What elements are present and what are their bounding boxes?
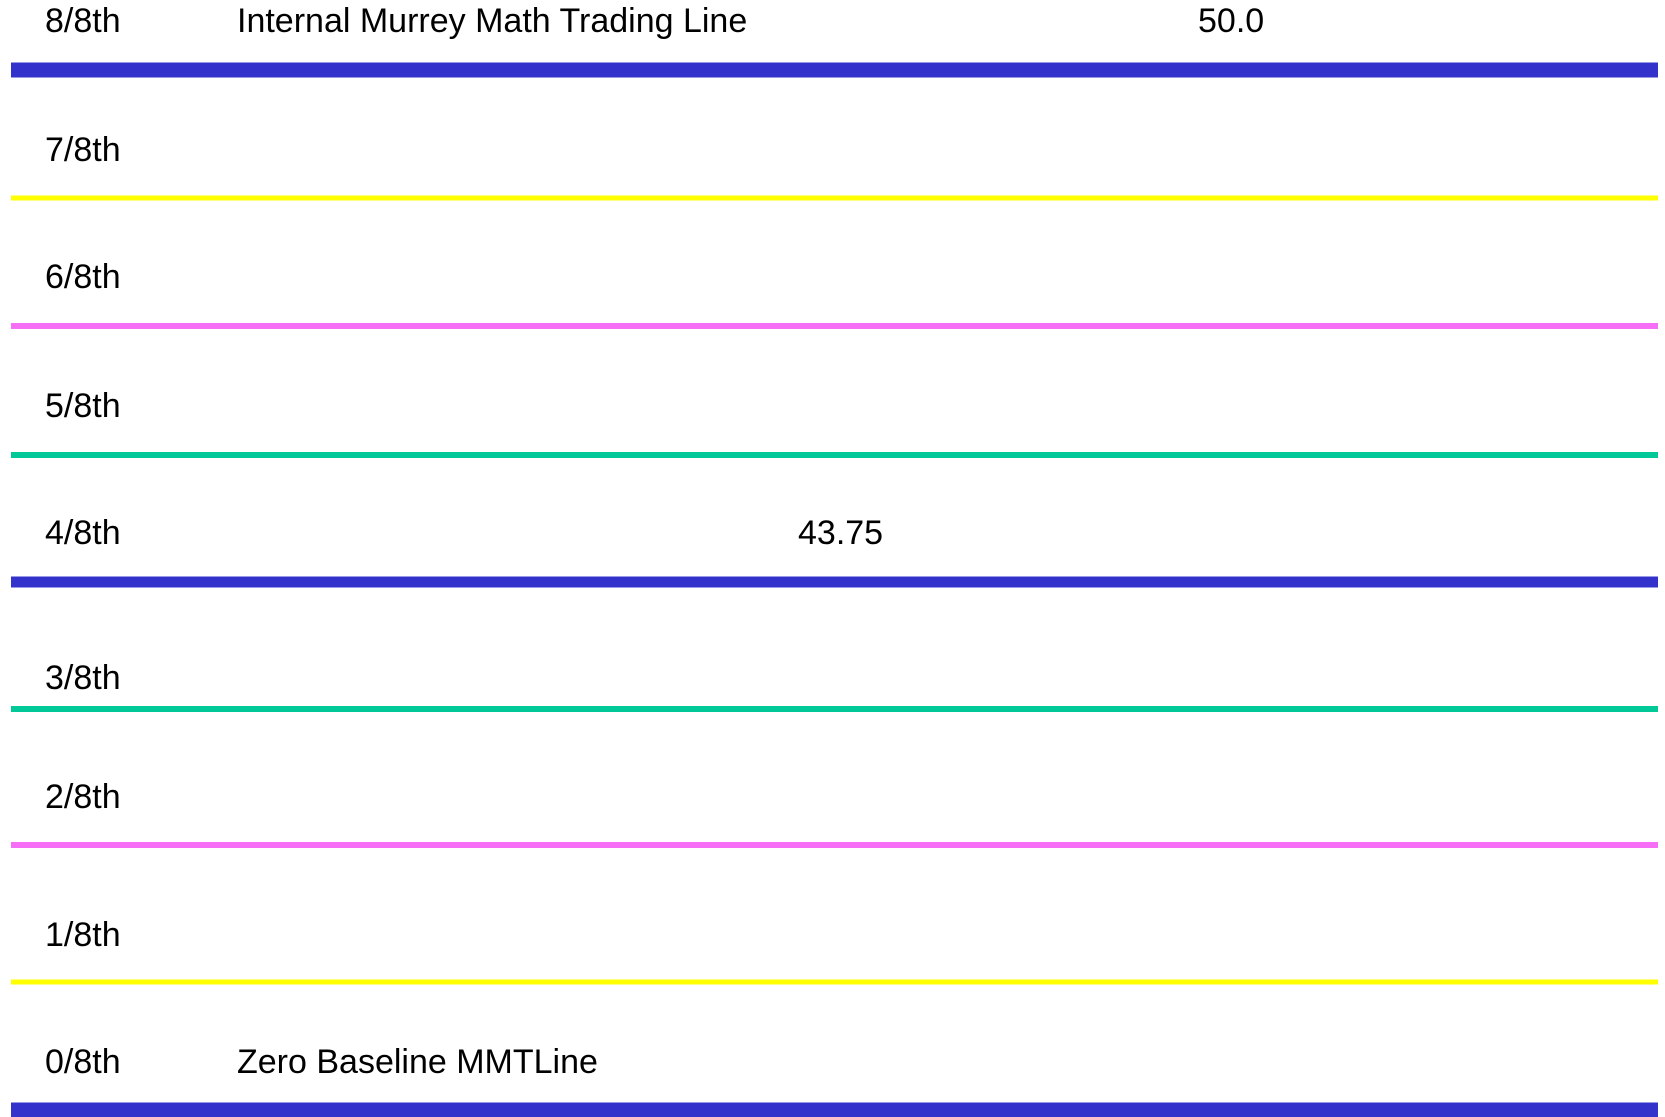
level-label: 5/8th xyxy=(45,387,121,425)
level-line xyxy=(11,979,1658,985)
level-line xyxy=(11,576,1658,588)
level-value: 50.0 xyxy=(1198,2,1264,40)
level-label: 1/8th xyxy=(45,916,121,954)
level-value: 43.75 xyxy=(798,514,883,552)
level-line xyxy=(11,195,1658,201)
level-line xyxy=(11,706,1658,712)
level-line xyxy=(11,1102,1658,1117)
level-label: 3/8th xyxy=(45,659,121,697)
level-label: 0/8th xyxy=(45,1043,121,1081)
level-line xyxy=(11,323,1658,329)
level-line xyxy=(11,452,1658,458)
level-line xyxy=(11,62,1658,78)
level-line xyxy=(11,842,1658,848)
level-label: 4/8th xyxy=(45,514,121,552)
level-description: Zero Baseline MMTLine xyxy=(237,1043,598,1081)
level-label: 8/8th xyxy=(45,2,121,40)
level-description: Internal Murrey Math Trading Line xyxy=(237,2,747,40)
level-label: 6/8th xyxy=(45,258,121,296)
level-label: 2/8th xyxy=(45,778,121,816)
level-label: 7/8th xyxy=(45,131,121,169)
